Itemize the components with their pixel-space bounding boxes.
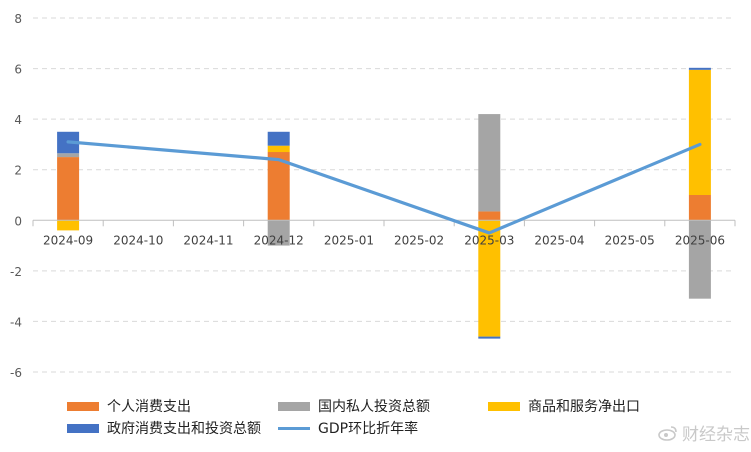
legend-line-swatch xyxy=(278,426,310,430)
bar-segment xyxy=(57,153,80,158)
gridlines xyxy=(33,17,735,373)
weibo-icon xyxy=(658,425,677,441)
legend-label: 政府消费支出和投资总额 xyxy=(107,421,261,437)
legend: 个人消费支出 国内私人投资总额 商品和服务净出口 政府消费支出和投资总额 GDP… xyxy=(60,396,700,446)
y-tick-label: 0 xyxy=(14,214,22,228)
legend-swatch xyxy=(278,401,310,411)
y-tick-label: 8 xyxy=(14,12,22,26)
bar-segment xyxy=(267,145,290,153)
x-tick-label: 2025-01 xyxy=(324,233,374,247)
bar-segment xyxy=(688,195,711,221)
legend-item-consumption: 个人消费支出 xyxy=(67,396,191,416)
x-tick-label: 2025-03 xyxy=(464,233,514,247)
legend-item-gdp: GDP环比折年率 xyxy=(278,418,418,438)
y-axis-ticks: -6 -4 -2 0 2 4 6 8 xyxy=(10,12,22,380)
bar-segment xyxy=(478,336,501,339)
legend-swatch xyxy=(488,401,520,411)
gdp-line xyxy=(66,140,702,235)
gdp-line-group xyxy=(66,140,702,235)
y-tick-label: -4 xyxy=(10,315,22,329)
bar-segment xyxy=(267,152,290,221)
bar-segment xyxy=(478,114,501,212)
bar-segment xyxy=(688,220,711,299)
x-tick-label: 2024-10 xyxy=(113,233,163,247)
bar-segment xyxy=(267,220,290,246)
y-tick-label: 6 xyxy=(14,63,22,77)
x-axis xyxy=(32,219,736,227)
x-tick-label: 2025-05 xyxy=(605,233,655,247)
y-tick-label: 2 xyxy=(14,164,22,178)
x-tick-label: 2024-09 xyxy=(43,233,93,247)
x-tick-label: 2024-12 xyxy=(254,233,304,247)
x-tick-label: 2025-04 xyxy=(534,233,584,247)
bar-segment xyxy=(57,157,80,221)
bar-segment xyxy=(57,220,80,231)
bars xyxy=(57,67,711,339)
bar-segment xyxy=(478,211,501,221)
watermark-text: 财经杂志 xyxy=(682,425,750,445)
x-tick-label: 2024-11 xyxy=(183,233,233,247)
legend-swatch xyxy=(67,401,99,411)
legend-label: 商品和服务净出口 xyxy=(528,399,640,415)
legend-item-net-exports: 商品和服务净出口 xyxy=(488,396,640,416)
y-tick-label: -2 xyxy=(10,265,22,279)
bar-segment xyxy=(267,131,290,146)
y-tick-label: -6 xyxy=(10,366,22,380)
x-tick-label: 2025-06 xyxy=(675,233,725,247)
legend-swatch xyxy=(67,423,99,433)
legend-label: GDP环比折年率 xyxy=(318,421,419,437)
legend-label: 国内私人投资总额 xyxy=(318,399,430,415)
legend-label: 个人消费支出 xyxy=(107,399,191,415)
bar-segment xyxy=(478,220,501,337)
bar-segment xyxy=(688,69,711,195)
legend-item-investment: 国内私人投资总额 xyxy=(278,396,430,416)
watermark: 财经杂志 xyxy=(658,420,750,445)
y-tick-label: 4 xyxy=(14,113,22,127)
bar-segment xyxy=(688,67,711,70)
x-tick-label: 2025-02 xyxy=(394,233,444,247)
x-axis-ticks: 2024-09 2024-10 2024-11 2024-12 2025-01 2025-… xyxy=(43,233,725,247)
legend-item-government: 政府消费支出和投资总额 xyxy=(67,418,261,438)
